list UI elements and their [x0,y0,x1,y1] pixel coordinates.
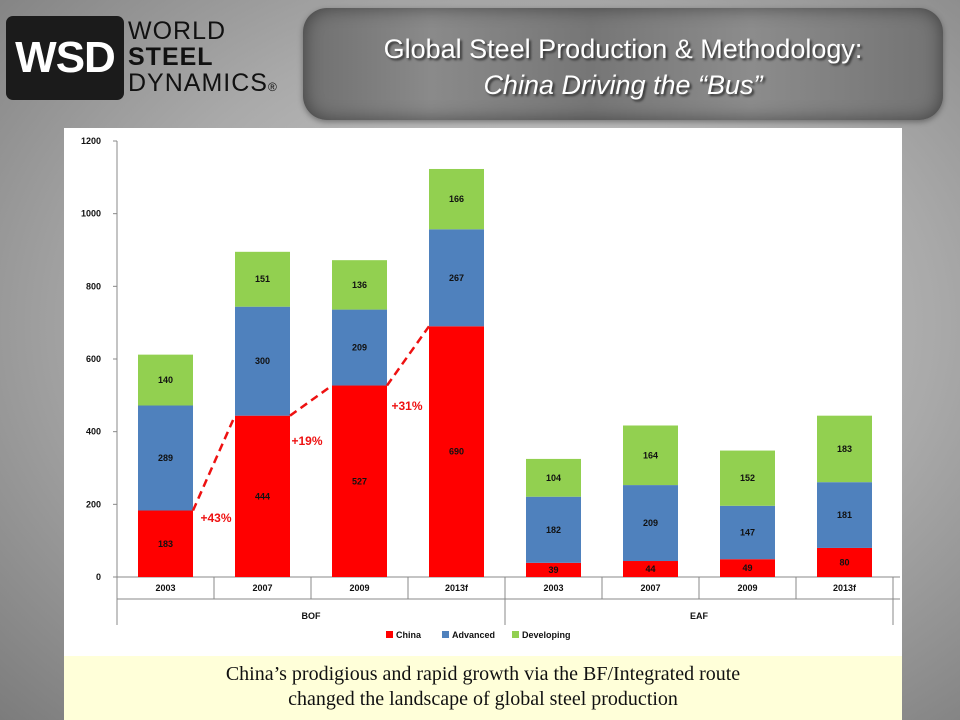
x-tick-label: 2003 [543,583,563,593]
y-tick-label: 0 [96,572,101,582]
stacked-bar-chart: 0 200 400 600 800 1000 1200 BOF EAF 2003 2007 2009 2… [81,136,900,640]
legend-label: Advanced [452,630,495,640]
bar-segment-developing [429,168,484,230]
bar-segment-developing [332,260,387,310]
page-subtitle: China Driving the “Bus” [483,70,763,100]
y-tick-label: 800 [86,281,101,291]
x-tick-label: 2013f [833,583,857,593]
growth-connector [289,384,333,417]
bar-segment-advanced [720,505,775,560]
legend-label: China [396,630,422,640]
caption-box: China’s prodigious and rapid growth via … [64,656,902,720]
logo-word-dynamics-text: DYNAMICS [128,69,268,97]
bar-segment-developing [235,251,290,307]
wsd-logo: WSD WORLD STEEL DYNAMICS® [6,16,286,100]
logo-word-dynamics: DYNAMICS® [128,70,278,100]
bar-segment-china [332,385,387,577]
data-label: 444 [255,491,270,501]
bar-segment-advanced [623,485,678,562]
title-banner: Global Steel Production & Methodology: C… [303,8,943,120]
caption-line-1: China’s prodigious and rapid growth via … [225,663,741,685]
y-tick-label: 1200 [81,136,101,146]
growth-annotation: +19% [291,434,322,448]
data-label: 49 [742,563,752,573]
bar-segment-advanced [235,306,290,416]
bar-segment-china [138,510,193,577]
data-label: 183 [837,444,852,454]
logo-word-world: WORLD [128,17,227,45]
legend-swatch-advanced [442,631,449,638]
data-label: 136 [352,280,367,290]
data-label: 527 [352,476,367,486]
x-tick-label: 2007 [640,583,660,593]
bar-segment-developing [138,354,193,406]
caption-line-2: changed the landscape of global steel pr… [288,688,678,710]
bar-segment-advanced [817,482,872,548]
data-label: 289 [158,453,173,463]
bar-segment-china [720,559,775,577]
growth-connector [191,415,237,512]
data-label: 166 [449,194,464,204]
growth-annotation: +31% [391,399,422,413]
bar-segment-advanced [429,229,484,327]
data-label: 267 [449,273,464,283]
x-tick-label: 2003 [155,583,175,593]
data-label: 182 [546,525,561,535]
data-label: 104 [546,473,561,483]
bar-segment-developing [623,425,678,486]
x-tick-label: 2009 [737,583,757,593]
data-label: 209 [643,518,658,528]
data-label: 44 [645,564,655,574]
bar-segment-china [235,415,290,577]
logo-word-steel: STEEL [128,43,214,71]
logo-registered-mark: ® [267,80,278,94]
data-label: 151 [255,274,270,284]
data-label: 183 [158,539,173,549]
data-label: 690 [449,447,464,457]
bar-segment-advanced [526,496,581,563]
x-tick-label: 2013f [445,583,469,593]
y-tick-label: 200 [86,499,101,509]
x-group-label: BOF [302,611,322,621]
bar-segment-advanced [332,309,387,386]
growth-connector [385,325,431,387]
x-tick-label: 2009 [349,583,369,593]
data-label: 80 [839,557,849,567]
bar-segment-developing [526,458,581,497]
data-label: 39 [548,565,558,575]
data-label: 209 [352,343,367,353]
bar-segment-china [526,562,581,577]
data-label: 300 [255,356,270,366]
data-label: 164 [643,450,658,460]
data-label: 181 [837,510,852,520]
legend-swatch-china [386,631,393,638]
y-tick-label: 400 [86,427,101,437]
bar-segment-developing [720,450,775,506]
bar-segment-china [817,547,872,577]
bar-segment-china [429,326,484,577]
legend-swatch-developing [512,631,519,638]
x-group-label: EAF [690,611,709,621]
data-label: 147 [740,527,755,537]
y-tick-label: 1000 [81,209,101,219]
chart-panel: 0 200 400 600 800 1000 1200 BOF EAF 2003 2007 2009 2… [64,128,902,656]
data-label: 140 [158,375,173,385]
legend-label: Developing [522,630,571,640]
data-label: 152 [740,473,755,483]
logo-abbreviation: WSD [6,16,124,100]
bar-segment-developing [817,415,872,483]
growth-annotation: +43% [200,511,231,525]
page-title: Global Steel Production & Methodology: [383,34,863,64]
y-tick-label: 600 [86,354,101,364]
logo-wordmark: WORLD STEEL DYNAMICS® [128,18,278,100]
x-tick-label: 2007 [252,583,272,593]
bar-segment-china [623,561,678,577]
bar-segment-advanced [138,405,193,511]
